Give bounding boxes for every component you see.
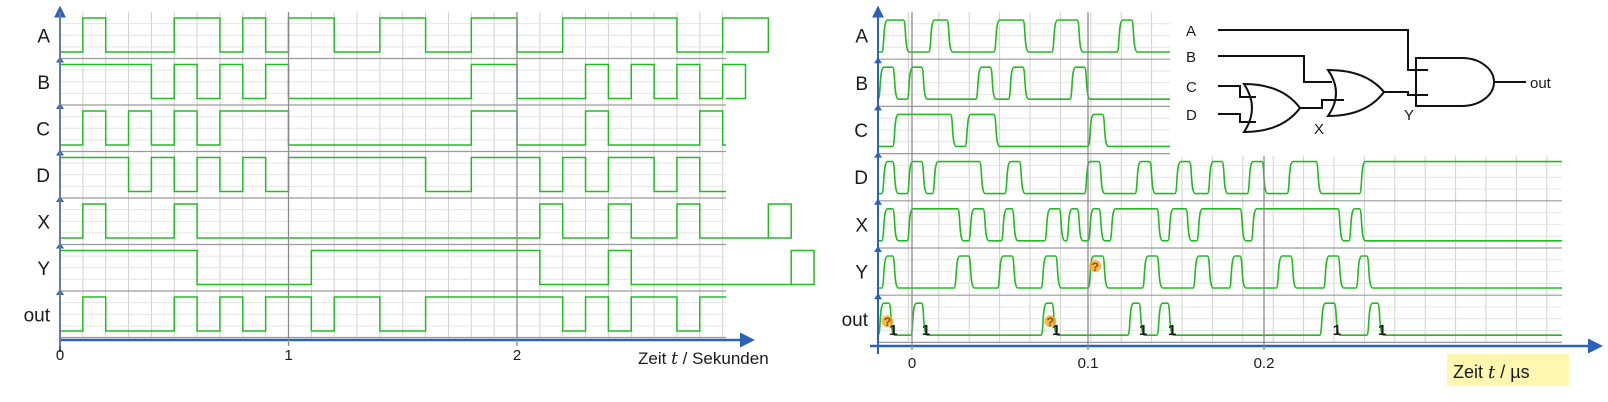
left-grid (59, 12, 726, 339)
time-tick-label: 0 (56, 347, 64, 364)
waveform-b (877, 66, 1562, 100)
circuit-input-a: A (1186, 23, 1196, 40)
left-axis-label: Zeit t / Sekunden (638, 349, 769, 369)
out-pulse-label: 1 (1168, 322, 1176, 339)
glitch-marker (881, 315, 894, 328)
waveform-d (59, 156, 726, 193)
signal-label-d: D (36, 166, 50, 187)
signal-label-x: X (855, 215, 868, 236)
time-tick-label: 0.2 (1254, 355, 1275, 372)
glitch-mark: ? (884, 315, 891, 329)
out-pulse-label: 1 (889, 322, 897, 339)
wire-y (1384, 91, 1428, 96)
wire-a (1218, 29, 1428, 71)
out-pulse-label: 1 (1378, 322, 1386, 339)
right-out-annotations: ?1 1 ?1 1 1 1 1? (881, 260, 1386, 339)
signal-label-x: X (37, 212, 50, 233)
waveform-a (878, 19, 1562, 53)
time-tick-label: 0.1 (1078, 355, 1099, 372)
wire-d (1218, 113, 1256, 123)
logic-circuit-inset: A B C D X Y out (1170, 8, 1590, 156)
waveform-c (878, 113, 1562, 148)
circuit-input-d: D (1186, 107, 1197, 124)
right-axis-label: Zeit t / µs (1453, 362, 1530, 383)
wire-x (1300, 99, 1344, 109)
signal-label-b: B (37, 73, 50, 94)
or-gate-2 (1326, 68, 1386, 118)
time-tick-label: 0 (908, 355, 916, 372)
glitch-marker (1044, 315, 1057, 328)
out-pulse-label: 1 (1139, 322, 1147, 339)
left-time-ticks: 0 1 2 (56, 12, 521, 364)
glitch-mark: ? (1092, 260, 1099, 274)
signal-label-b: B (855, 74, 868, 95)
signal-label-out: out (842, 310, 869, 331)
wire-b (1218, 55, 1332, 83)
waveform-y (59, 249, 815, 286)
waveform-y (878, 255, 1562, 289)
waveform-a (60, 17, 770, 53)
circuit-input-b: B (1186, 49, 1196, 66)
time-tick-label: 2 (513, 347, 521, 364)
out-pulse-label: 1 (1333, 322, 1341, 339)
or-gate-1 (1242, 82, 1302, 134)
waveform-x (878, 208, 1562, 242)
signal-label-out: out (24, 305, 51, 326)
circuit-label-x: X (1314, 121, 1324, 138)
signal-label-c: C (854, 121, 868, 142)
signal-label-c: C (36, 119, 50, 140)
right-time-ticks: 0 0.1 0.2 (908, 12, 1275, 372)
waveform-c (60, 110, 726, 146)
right-axis-label-highlight (1447, 354, 1569, 386)
time-tick-label: 1 (284, 347, 292, 364)
signal-label-y: Y (855, 263, 868, 284)
out-pulse-label: 1 (1052, 322, 1060, 339)
waveform-x (60, 203, 792, 239)
signal-label-a: A (37, 26, 50, 47)
glitch-marker (1089, 260, 1102, 272)
and-gate (1415, 57, 1495, 107)
waveform-out (60, 296, 726, 332)
wire-c (1218, 85, 1256, 98)
signal-label-y: Y (37, 259, 50, 280)
glitch-mark: ? (1047, 315, 1054, 329)
out-pulse-label: 1 (922, 322, 930, 339)
signal-label-d: D (854, 168, 868, 189)
circuit-label-y: Y (1404, 107, 1414, 124)
signal-label-a: A (855, 27, 868, 48)
circuit-label-out: out (1530, 75, 1552, 92)
circuit-input-c: C (1186, 79, 1197, 96)
